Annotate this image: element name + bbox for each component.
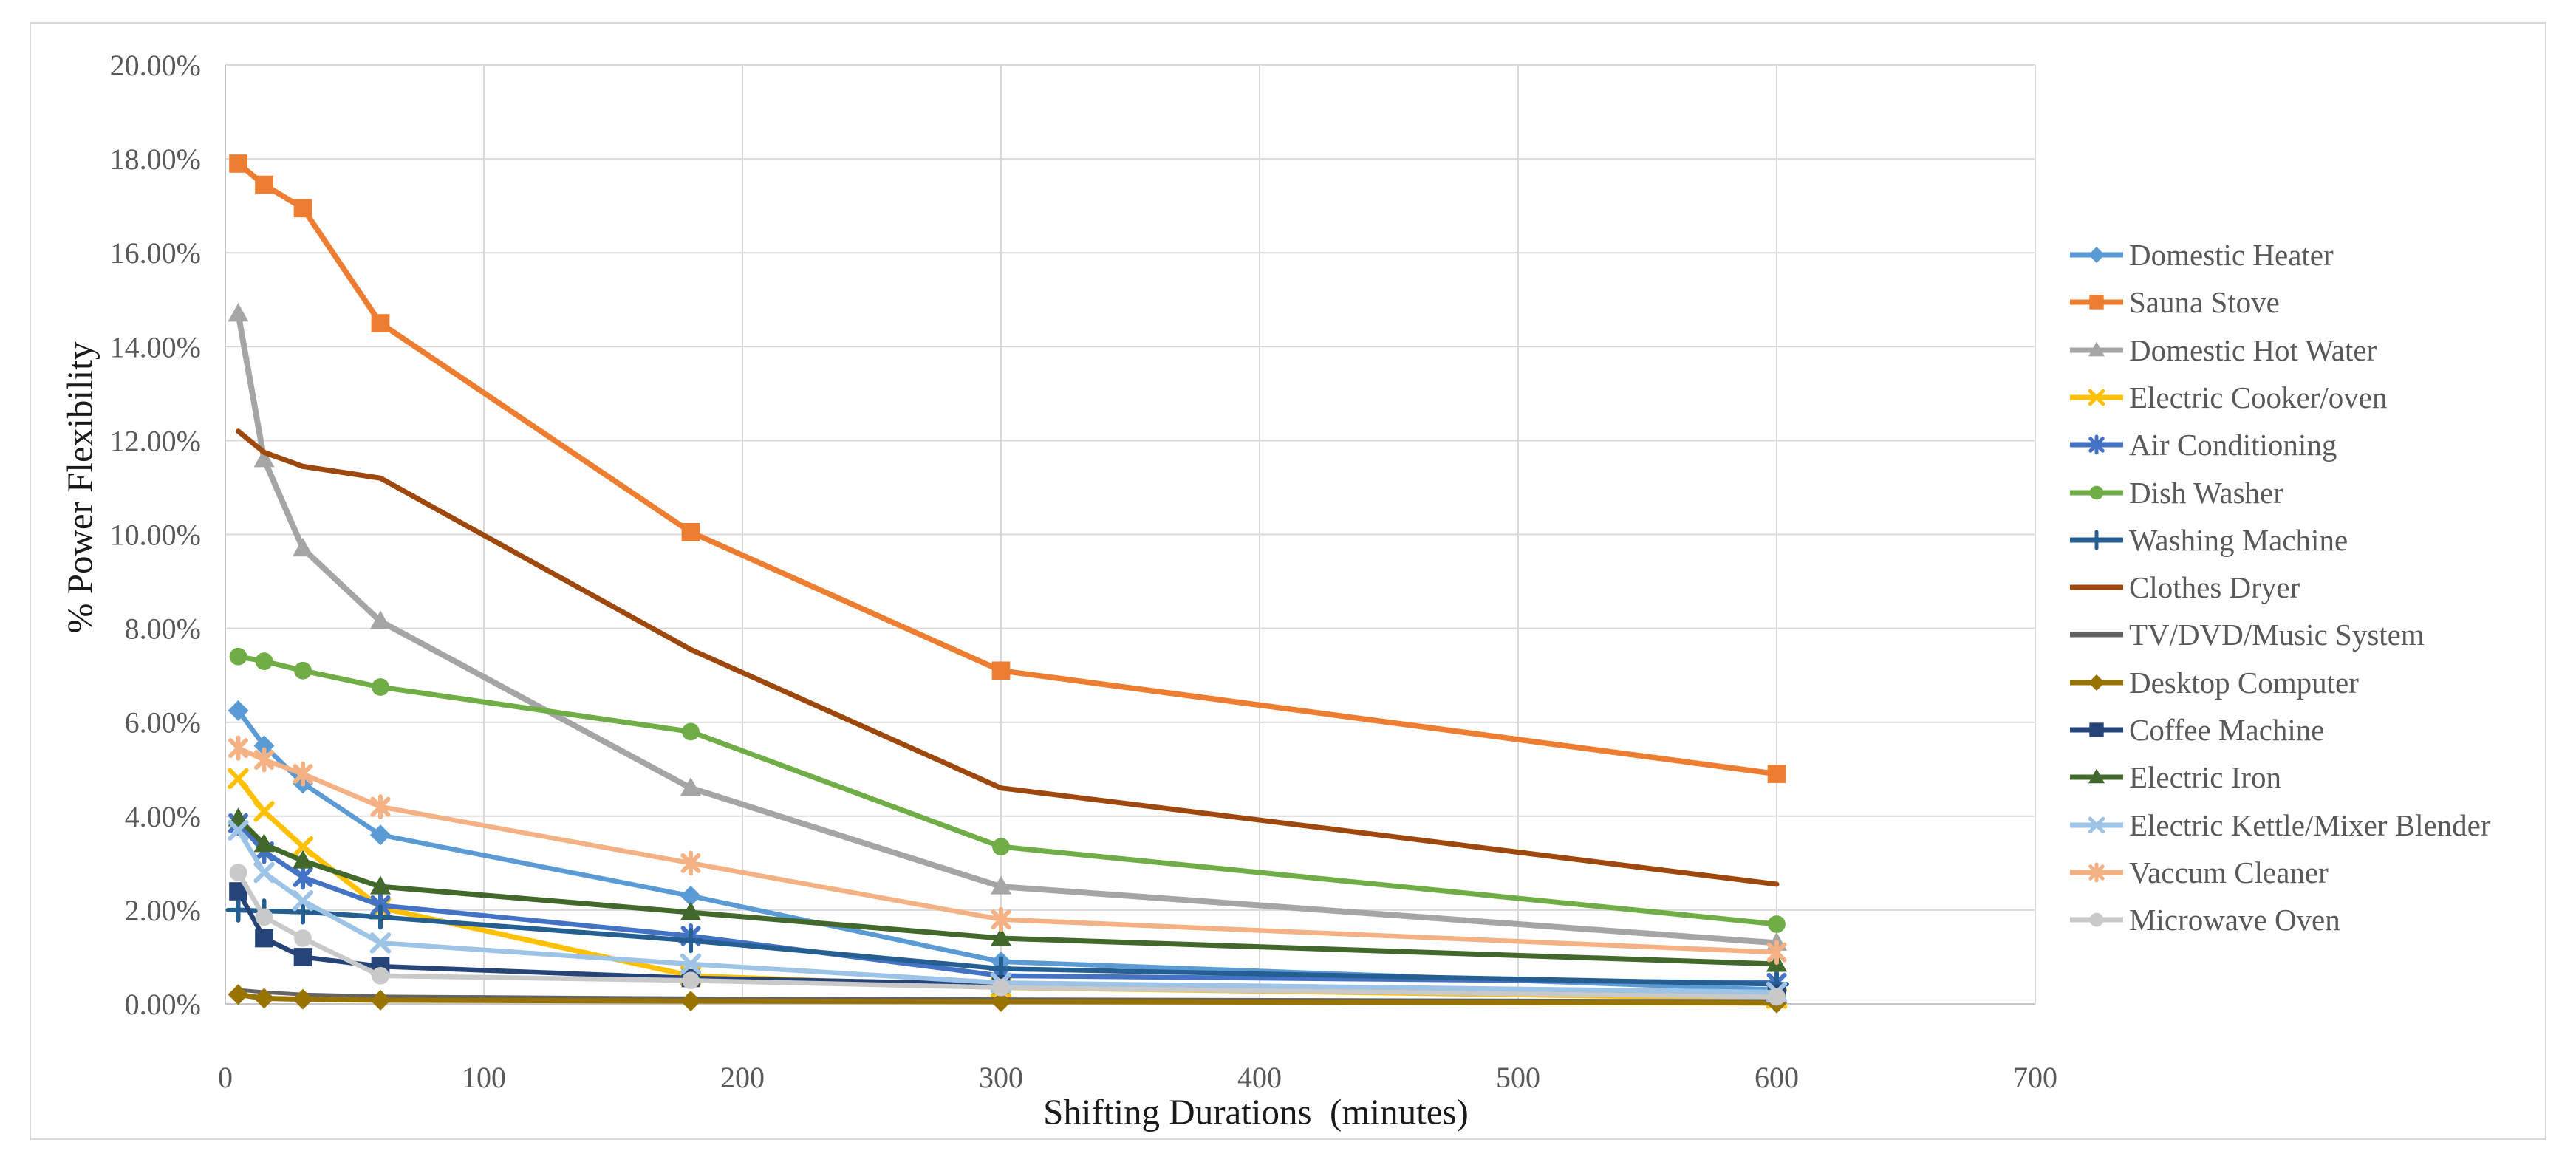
series-microwave-oven xyxy=(229,864,1786,1006)
x-tick-label: 200 xyxy=(720,1061,765,1094)
y-tick-label: 12.00% xyxy=(110,424,201,457)
y-tick-label: 2.00% xyxy=(125,894,201,927)
series-electric-iron xyxy=(228,807,1787,972)
legend-marker-electric-iron-icon xyxy=(2068,765,2125,790)
legend-label: Air Conditioning xyxy=(2129,428,2337,462)
legend-item-electric-kettle-mixer-blender: Electric Kettle/Mixer Blender xyxy=(2068,802,2491,849)
x-tick-label: 500 xyxy=(1496,1061,1540,1094)
y-tick-label: 20.00% xyxy=(110,49,201,82)
series-markers xyxy=(229,864,1786,1006)
series-sauna-stove xyxy=(229,154,1786,783)
legend-item-domestic-heater: Domestic Heater xyxy=(2068,231,2334,279)
legend-marker-dish-washer-icon xyxy=(2068,480,2125,505)
gridlines xyxy=(225,64,2036,1005)
y-axis-tick-labels: 0.00% 2.00% 4.00% 6.00% 8.00% 10.00% 12.00% 14.… xyxy=(110,49,201,1021)
legend-item-electric-iron: Electric Iron xyxy=(2068,754,2281,801)
series-markers xyxy=(229,154,1786,783)
x-tick-label: 0 xyxy=(218,1061,233,1094)
legend-marker-air-conditioning-icon xyxy=(2068,432,2125,457)
x-tick-label: 400 xyxy=(1237,1061,1282,1094)
y-tick-label: 4.00% xyxy=(125,800,201,833)
legend-label: Domestic Heater xyxy=(2129,238,2334,272)
y-tick-label: 10.00% xyxy=(110,519,201,552)
legend-label: Washing Machine xyxy=(2129,522,2348,557)
legend-label: TV/DVD/Music System xyxy=(2129,618,2425,652)
legend-label: Desktop Computer xyxy=(2129,665,2359,700)
y-axis-title: % Power Flexibility xyxy=(59,341,100,634)
y-tick-label: 8.00% xyxy=(125,612,201,646)
legend-marker-domestic-hot-water-icon xyxy=(2068,338,2125,363)
legend-item-desktop-computer: Desktop Computer xyxy=(2068,659,2359,706)
legend-marker-tv-dvd-music-system-icon xyxy=(2068,622,2125,647)
legend-label: Electric Kettle/Mixer Blender xyxy=(2129,807,2491,842)
series-markers xyxy=(228,807,1787,972)
legend-marker-domestic-heater-icon xyxy=(2068,242,2125,267)
series-markers xyxy=(229,647,1786,933)
y-tick-label: 0.00% xyxy=(125,988,201,1021)
legend-marker-sauna-stove-icon xyxy=(2068,290,2125,315)
series-domestic-hot-water xyxy=(228,303,1787,951)
x-axis-tick-labels: 0 100 200 300 400 500 600 700 xyxy=(218,1061,2057,1094)
legend-marker-coffee-machine-icon xyxy=(2068,717,2125,742)
legend-item-air-conditioning: Air Conditioning xyxy=(2068,421,2337,468)
series-clothes-dryer xyxy=(236,428,1780,887)
legend-label: Domestic Hot Water xyxy=(2129,332,2377,367)
legend-label: Electric Iron xyxy=(2129,760,2282,795)
legend-item-sauna-stove: Sauna Stove xyxy=(2068,279,2280,326)
series-line xyxy=(236,428,1780,887)
series-line xyxy=(235,160,1780,777)
legend-marker-vaccum-cleaner-icon xyxy=(2068,860,2125,885)
legend-marker-clothes-dryer-icon xyxy=(2068,575,2125,600)
legend-marker-electric-cooker-oven-icon xyxy=(2068,385,2125,410)
legend-marker-desktop-computer-icon xyxy=(2068,670,2125,695)
legend-item-clothes-dryer: Clothes Dryer xyxy=(2068,564,2300,611)
legend-item-vaccum-cleaner: Vaccum Cleaner xyxy=(2068,849,2329,896)
legend-label: Sauna Stove xyxy=(2129,285,2280,320)
y-tick-label: 6.00% xyxy=(125,706,201,739)
legend-label: Dish Washer xyxy=(2129,475,2283,510)
legend-label: Microwave Oven xyxy=(2129,903,2340,937)
legend-label: Coffee Machine xyxy=(2129,713,2325,747)
legend-marker-microwave-oven-icon xyxy=(2068,907,2125,932)
x-tick-label: 700 xyxy=(2013,1061,2057,1094)
y-tick-label: 18.00% xyxy=(110,143,201,176)
legend-item-tv-dvd-music-system: TV/DVD/Music System xyxy=(2068,611,2425,658)
series-markers xyxy=(225,897,1789,997)
legend-item-microwave-oven: Microwave Oven xyxy=(2068,896,2340,943)
x-axis-title: Shifting Durations (minutes) xyxy=(1043,1091,1469,1132)
legend-label: Clothes Dryer xyxy=(2129,570,2300,605)
legend-item-dish-washer: Dish Washer xyxy=(2068,469,2283,516)
series-markers xyxy=(228,735,1787,966)
x-tick-label: 300 xyxy=(979,1061,1023,1094)
legend-item-coffee-machine: Coffee Machine xyxy=(2068,706,2325,754)
legend-marker-washing-machine-icon xyxy=(2068,527,2125,553)
legend-marker-electric-kettle-mixer-blender-icon xyxy=(2068,813,2125,838)
series-markers xyxy=(228,303,1787,951)
legend-item-washing-machine: Washing Machine xyxy=(2068,516,2348,564)
legend-label: Vaccum Cleaner xyxy=(2129,855,2329,889)
series-vaccum-cleaner xyxy=(228,735,1787,966)
chart-frame xyxy=(30,22,2546,1140)
x-tick-label: 100 xyxy=(462,1061,506,1094)
legend-item-domestic-hot-water: Domestic Hot Water xyxy=(2068,327,2377,374)
series-dish-washer xyxy=(229,647,1786,933)
legend-item-electric-cooker-oven: Electric Cooker/oven xyxy=(2068,374,2388,421)
y-tick-label: 14.00% xyxy=(110,330,201,363)
x-tick-label: 600 xyxy=(1755,1061,1799,1094)
y-tick-label: 16.00% xyxy=(110,236,201,270)
legend-label: Electric Cooker/oven xyxy=(2129,380,2388,414)
